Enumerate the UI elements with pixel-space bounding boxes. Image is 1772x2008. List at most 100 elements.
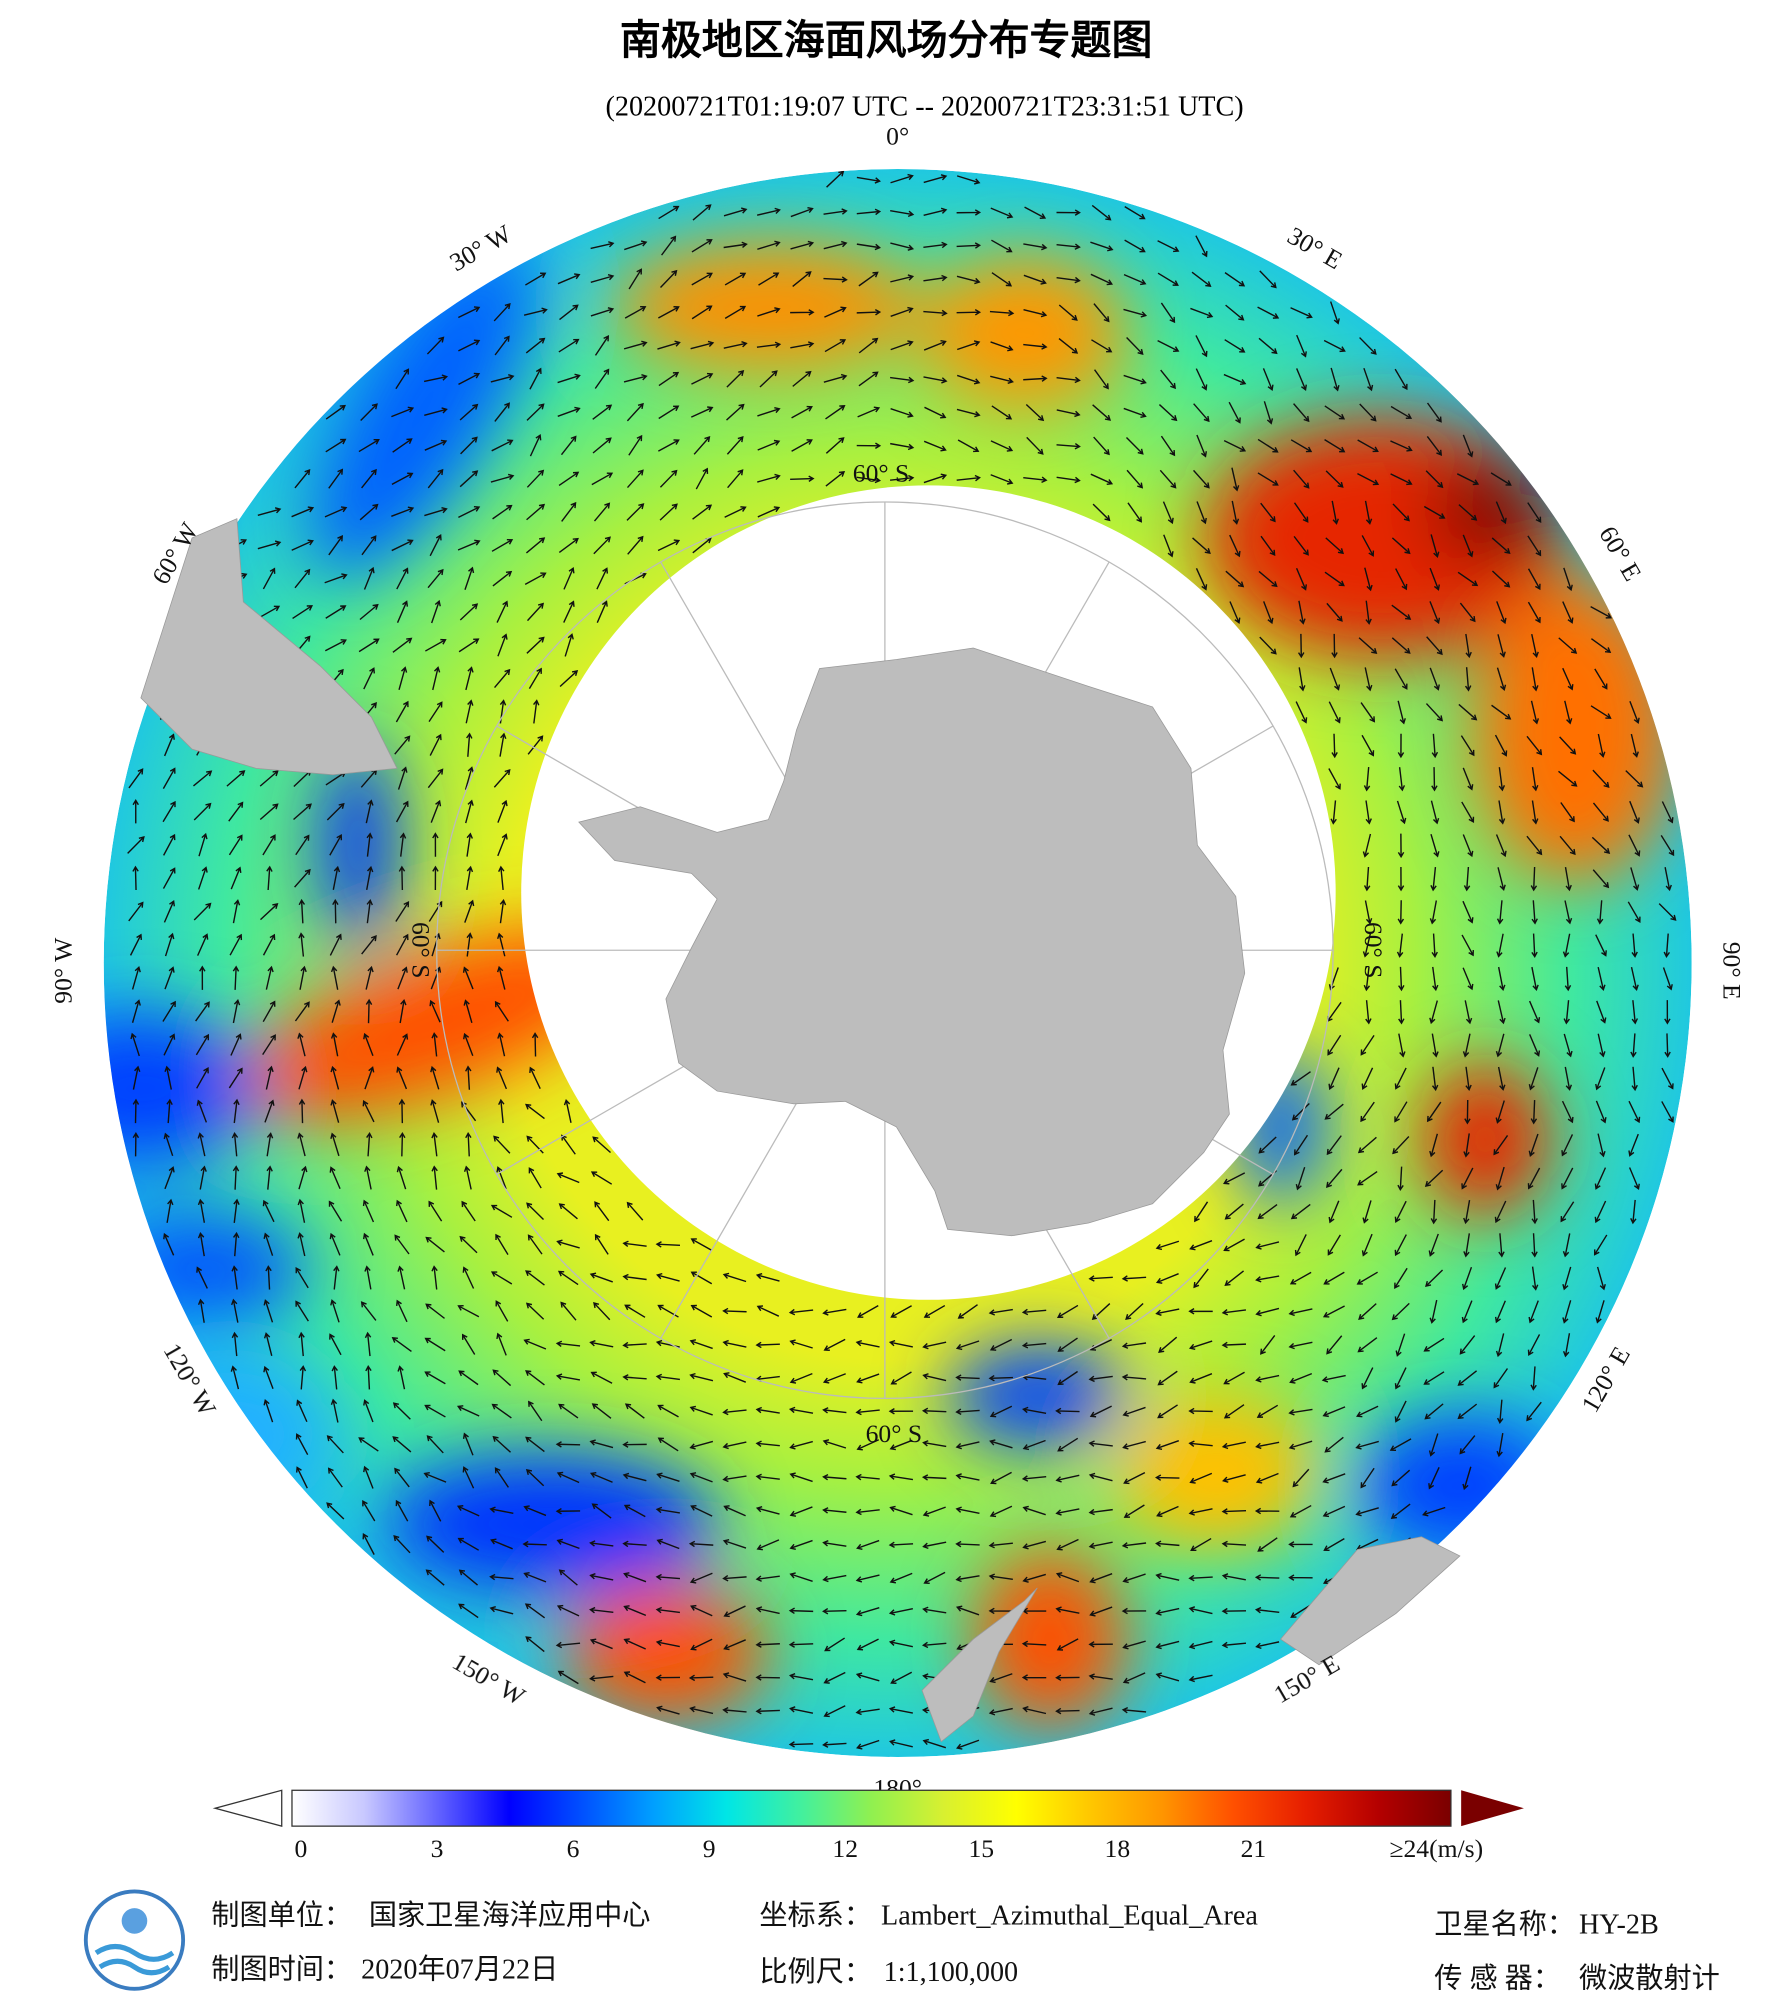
- wind-arrow: [391, 539, 414, 552]
- wind-arrow: [856, 1373, 880, 1384]
- wind-arrow: [955, 1473, 980, 1481]
- wind-arrow: [396, 1199, 408, 1223]
- wind-arrow: [1157, 1370, 1178, 1386]
- wind-arrow: [465, 799, 474, 824]
- wind-arrow: [233, 1098, 240, 1124]
- wind-arrow: [1498, 1233, 1505, 1258]
- wind-arrow: [193, 770, 213, 787]
- wind-arrows: [127, 170, 1677, 1750]
- wind-arrow: [1189, 1373, 1213, 1384]
- wind-arrow: [1397, 866, 1405, 892]
- wind-arrow: [692, 504, 713, 520]
- wind-arrow: [263, 1399, 274, 1423]
- wind-arrow: [1091, 204, 1112, 221]
- wind-arrow: [232, 899, 241, 924]
- wind-arrow: [363, 1399, 374, 1423]
- wind-arrow: [1423, 1371, 1445, 1385]
- wind-arrow: [1459, 602, 1476, 623]
- wind-arrow: [362, 1500, 376, 1522]
- wind-arrow: [262, 1199, 275, 1223]
- wind-arrow: [1088, 1673, 1113, 1680]
- wind-arrow: [1391, 537, 1411, 555]
- wind-arrow: [1423, 505, 1446, 519]
- wind-arrow: [1390, 473, 1413, 486]
- wind-arrow: [1531, 966, 1539, 992]
- logo: [83, 1889, 186, 1991]
- wind-arrow: [397, 966, 408, 990]
- wind-arrow: [1224, 1203, 1244, 1220]
- wind-arrow: [1596, 900, 1604, 925]
- wind-arrow: [228, 834, 243, 856]
- footer: 制图单位： 国家卫星海洋应用中心 制图时间： 2020年07月22日 坐标系： …: [83, 1889, 1720, 1994]
- wind-arrow: [890, 376, 915, 384]
- wind-arrow: [1326, 1335, 1343, 1355]
- wind-arrow: [691, 372, 714, 385]
- wind-arrow: [1394, 668, 1408, 690]
- wind-arrow: [430, 1065, 440, 1090]
- wind-arrow: [1123, 374, 1147, 385]
- wind-arrow: [399, 1131, 406, 1157]
- wind-arrow: [297, 1032, 306, 1057]
- wind-arrow: [788, 1607, 814, 1614]
- wind-arrow: [1592, 869, 1610, 889]
- wind-arrow: [265, 1065, 274, 1090]
- wind-arrow: [555, 1507, 581, 1515]
- wind-arrow: [525, 337, 546, 354]
- wind-arrow: [257, 507, 282, 517]
- wind-arrow: [329, 1166, 341, 1190]
- wind-arrow: [1223, 1172, 1246, 1185]
- wind-arrow: [1526, 1401, 1542, 1422]
- wind-arrow: [560, 435, 577, 456]
- wind-arrow: [755, 1473, 780, 1481]
- wind-arrow: [988, 1374, 1013, 1382]
- wind-arrow: [132, 1065, 141, 1090]
- wind-arrow: [826, 170, 845, 188]
- wind-arrow: [594, 335, 610, 356]
- wind-arrow: [1088, 1275, 1113, 1282]
- wind-arrow: [722, 1672, 747, 1682]
- wind-arrow: [1463, 866, 1471, 892]
- wind-arrow: [1364, 667, 1373, 692]
- wind-arrow: [1593, 1234, 1608, 1256]
- wind-arrow: [1324, 405, 1346, 420]
- wind-arrow: [432, 865, 439, 891]
- wind-arrow: [1530, 866, 1538, 892]
- wind-arrow: [1256, 1404, 1279, 1418]
- wind-arrow: [1462, 767, 1474, 791]
- wind-arrow: [226, 770, 246, 787]
- wind-arrow: [1426, 436, 1443, 456]
- wind-arrow: [758, 272, 780, 286]
- wind-arrow: [1089, 1606, 1113, 1617]
- wind-arrow: [556, 1239, 580, 1249]
- latitude-label: 60° S: [1359, 922, 1388, 979]
- wind-arrow: [459, 1235, 478, 1254]
- wind-arrow: [789, 1339, 813, 1349]
- wind-arrow: [955, 1441, 980, 1450]
- wind-arrow: [955, 1605, 980, 1616]
- wind-arrow: [1394, 1200, 1407, 1223]
- wind-arrow: [558, 1203, 578, 1220]
- wind-arrow: [1155, 1440, 1180, 1451]
- wind-arrow: [1155, 1607, 1180, 1616]
- wind-arrow: [395, 900, 410, 922]
- wind-arrow: [1323, 1271, 1345, 1285]
- wind-arrow: [722, 1538, 747, 1549]
- wind-arrow: [923, 473, 948, 484]
- wind-arrow: [391, 506, 415, 517]
- wind-arrow: [991, 239, 1013, 253]
- wind-arrow: [1494, 1200, 1507, 1224]
- wind-arrow: [755, 1506, 780, 1515]
- wind-arrow: [490, 374, 515, 383]
- wind-arrow: [1290, 1071, 1311, 1086]
- wind-arrow: [493, 1135, 511, 1154]
- wind-arrow: [791, 405, 813, 419]
- wind-arrow: [1562, 1333, 1571, 1358]
- wind-arrow: [726, 369, 745, 388]
- wind-arrow: [792, 370, 812, 387]
- wind-arrow: [332, 865, 341, 890]
- wind-arrow: [459, 403, 479, 421]
- wind-arrow: [497, 1032, 506, 1057]
- wind-arrow: [923, 309, 948, 317]
- wind-arrow: [921, 1407, 947, 1415]
- wind-arrow: [330, 1398, 339, 1423]
